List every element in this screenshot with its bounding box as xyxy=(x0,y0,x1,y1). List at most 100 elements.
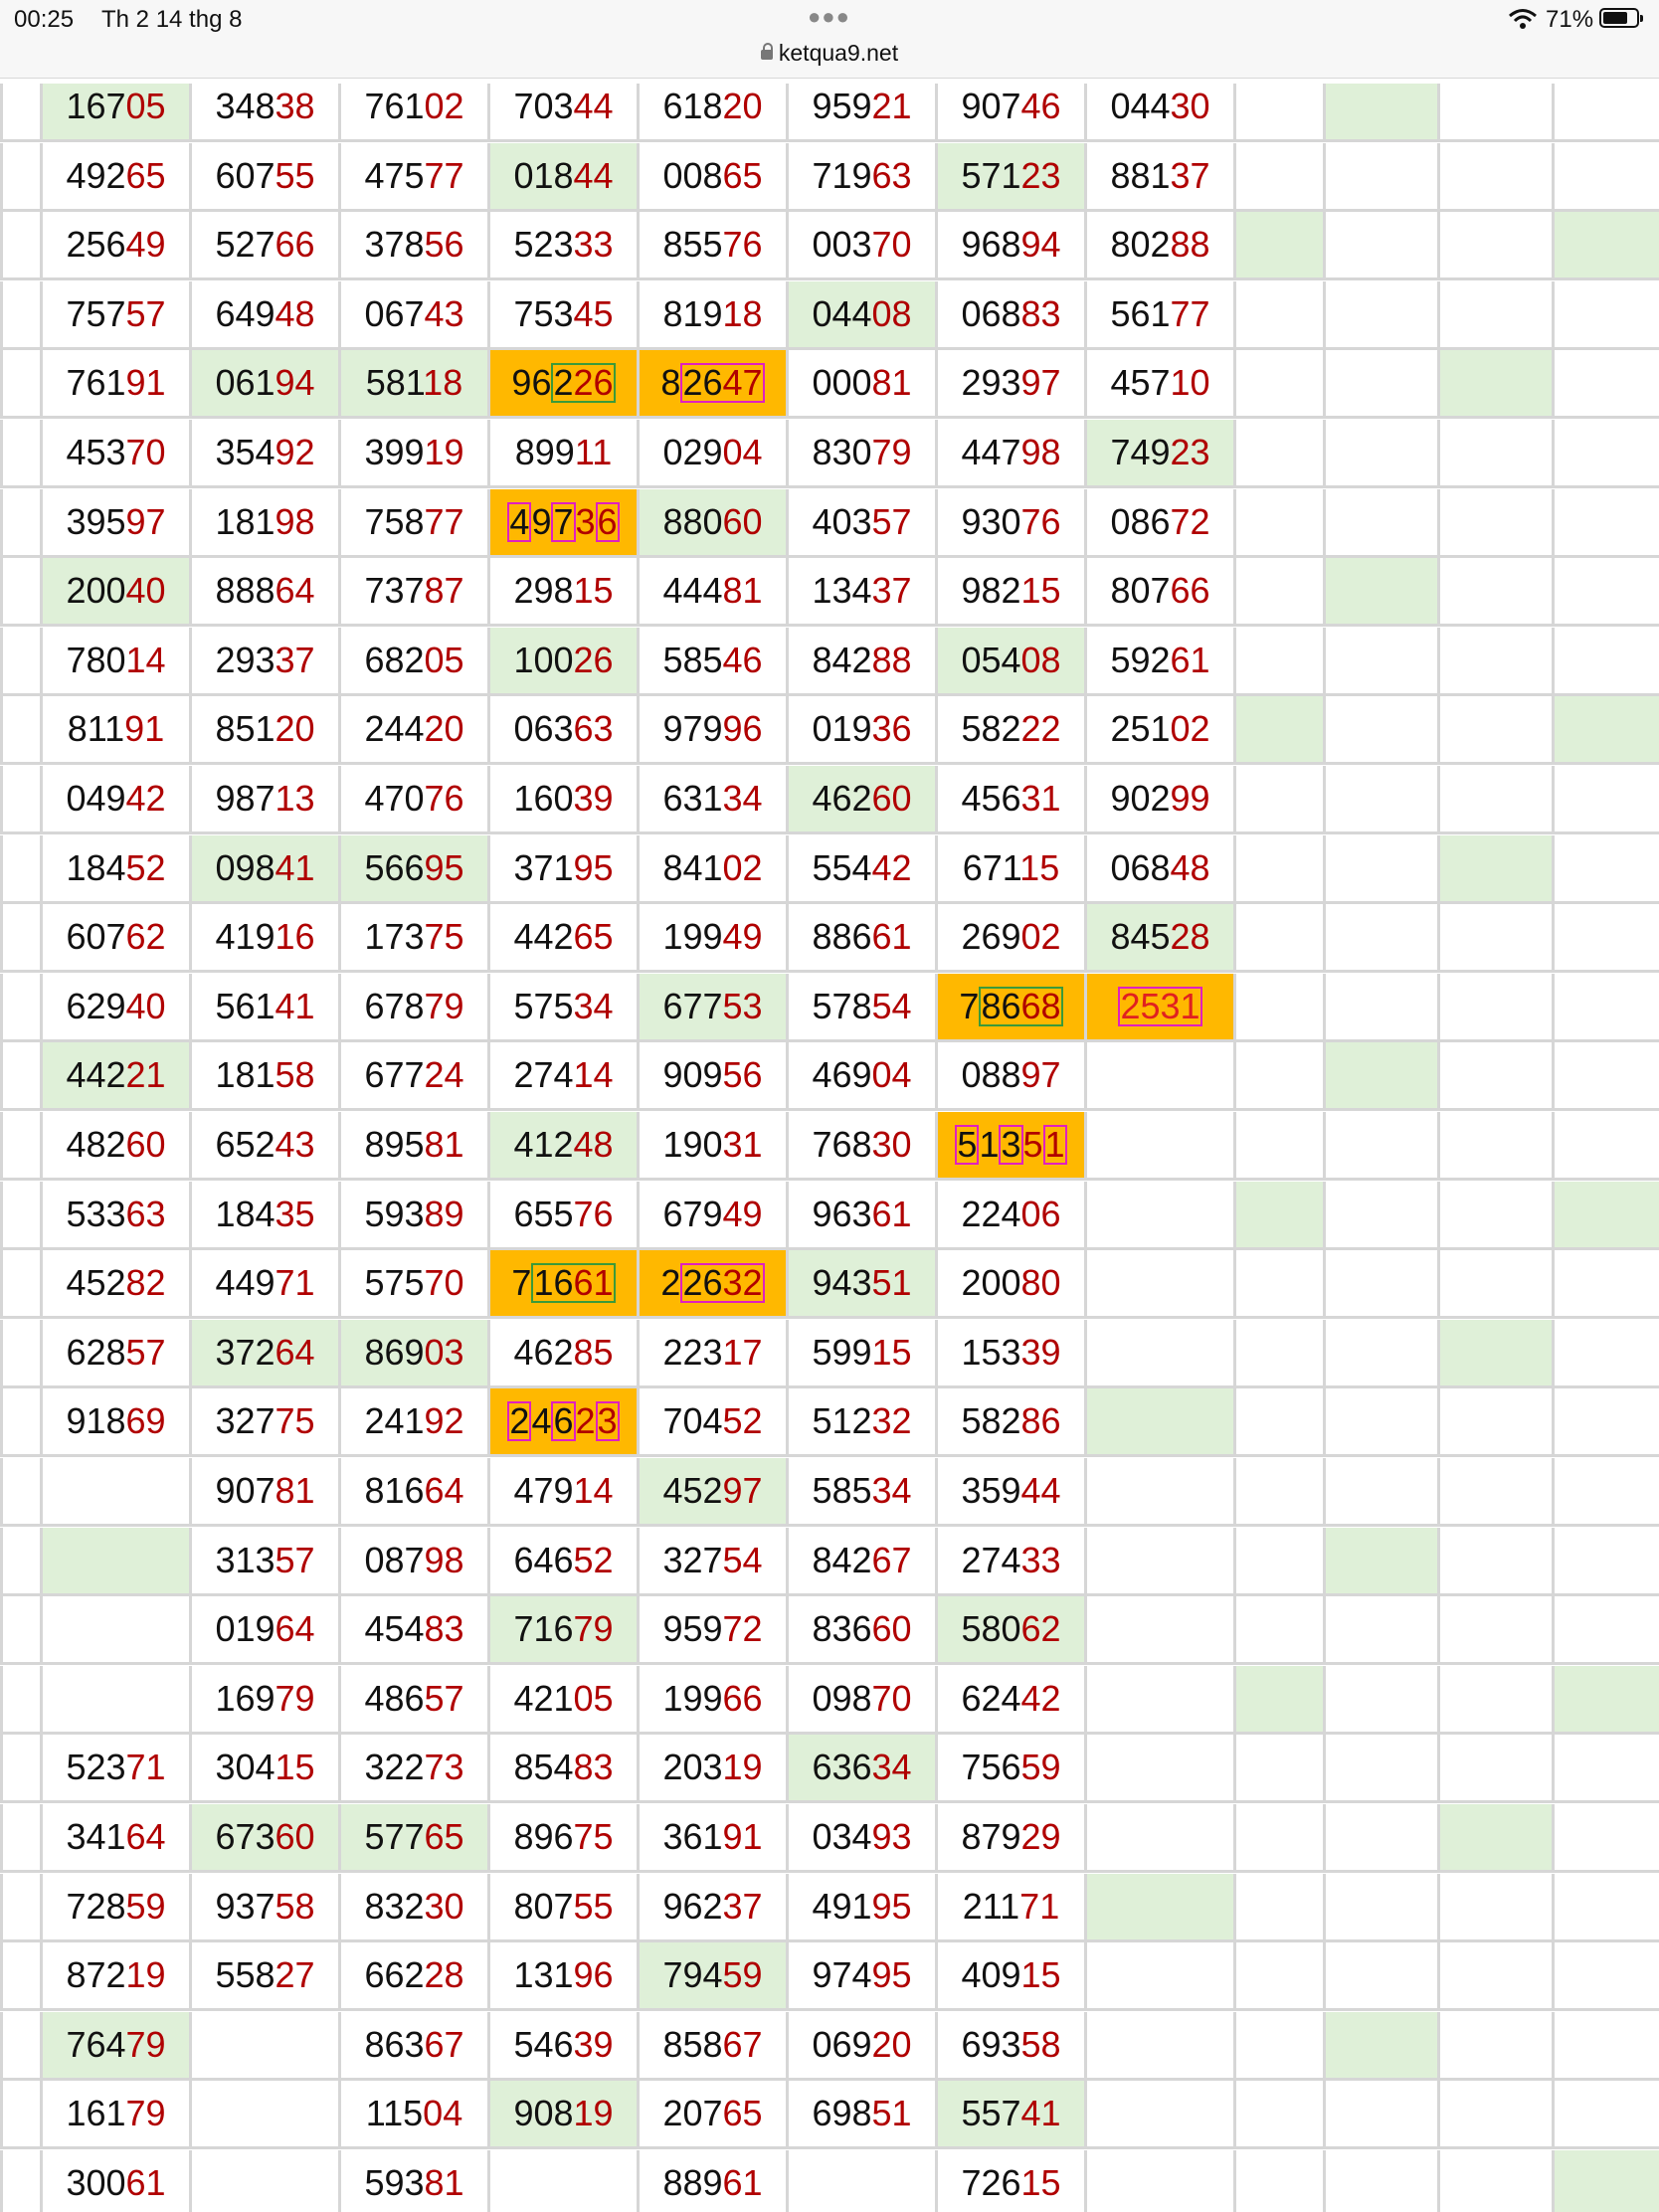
empty-cell xyxy=(1084,1735,1233,1804)
empty-cell xyxy=(1552,420,1659,488)
empty-cell xyxy=(1323,973,1437,1042)
table-row: 81191 85120 24420 06363 97996 01936 58222 25102 xyxy=(0,696,1659,766)
empty-cell xyxy=(0,558,40,628)
address-bar[interactable]: ketqua9.net xyxy=(0,40,1659,67)
empty-cell xyxy=(1437,488,1552,558)
number-cell: 68205 xyxy=(338,627,487,696)
number-cell: 75877 xyxy=(338,488,487,558)
number-cell: 41248 xyxy=(487,1112,637,1181)
empty-cell xyxy=(1552,973,1659,1042)
empty-cell xyxy=(1437,1527,1552,1596)
empty-cell xyxy=(0,1250,40,1320)
number-cell: 21171 xyxy=(935,1873,1084,1942)
empty-cell xyxy=(1323,2150,1437,2212)
number-cell: 00865 xyxy=(637,142,786,212)
number-cell: 54639 xyxy=(487,2011,637,2081)
empty-cell xyxy=(0,2011,40,2081)
number-cell: 81664 xyxy=(338,1458,487,1527)
empty-cell xyxy=(1084,1804,1233,1873)
empty-cell xyxy=(1084,1112,1233,1181)
empty-cell xyxy=(189,2150,338,2212)
number-cell: 06743 xyxy=(338,280,487,350)
number-cell: 93076 xyxy=(935,488,1084,558)
table-row: 31357 08798 64652 32754 84267 27433 xyxy=(0,1527,1659,1597)
number-cell: 36191 xyxy=(637,1804,786,1873)
number-cell: 42105 xyxy=(487,1665,637,1735)
number-cell: 95921 xyxy=(786,84,935,142)
number-cell: 85120 xyxy=(189,696,338,766)
number-cell: 22632 xyxy=(637,1250,786,1320)
number-cell: 57534 xyxy=(487,973,637,1042)
empty-cell xyxy=(1233,973,1323,1042)
more-dots-icon[interactable]: ●●● xyxy=(808,4,850,29)
number-cell: 24420 xyxy=(338,696,487,766)
number-cell: 26902 xyxy=(935,904,1084,974)
number-cell: 58546 xyxy=(637,627,786,696)
number-cell: 20040 xyxy=(40,558,189,628)
wifi-icon xyxy=(1509,9,1537,29)
number-cell: 27414 xyxy=(487,1042,637,1112)
empty-cell xyxy=(189,2011,338,2081)
table-row: 60762 41916 17375 44265 19949 88661 26902 84528 xyxy=(0,904,1659,974)
empty-cell xyxy=(1437,212,1552,281)
number-cell: 19949 xyxy=(637,904,786,974)
number-cell: 75757 xyxy=(40,280,189,350)
number-cell: 98713 xyxy=(189,766,338,834)
battery-icon xyxy=(1599,8,1643,28)
number-cell: 06194 xyxy=(189,350,338,420)
number-cell: 46285 xyxy=(487,1319,637,1388)
table-row: 45282 44971 57570 71661 22632 94351 20080 xyxy=(0,1250,1659,1320)
empty-cell xyxy=(1552,1527,1659,1596)
empty-cell xyxy=(1233,84,1323,142)
empty-cell xyxy=(1084,1942,1233,2012)
number-cell: 58534 xyxy=(786,1458,935,1527)
empty-cell xyxy=(1233,1596,1323,1666)
browser-status-bar: 00:25 Th 2 14 thg 8 ●●● ketqua9.net 71% xyxy=(0,0,1659,79)
number-cell: 67360 xyxy=(189,1804,338,1873)
empty-cell xyxy=(1437,1319,1552,1388)
number-cell: 94351 xyxy=(786,1250,935,1320)
number-cell: 93758 xyxy=(189,1873,338,1942)
number-cell: 18158 xyxy=(189,1042,338,1112)
empty-cell xyxy=(1084,1527,1233,1596)
number-cell: 20765 xyxy=(637,2081,786,2150)
number-cell: 09841 xyxy=(189,834,338,904)
number-cell: 19966 xyxy=(637,1665,786,1735)
number-cell: 49195 xyxy=(786,1873,935,1942)
empty-cell xyxy=(1552,1873,1659,1942)
number-cell: 75345 xyxy=(487,280,637,350)
number-cell: 86903 xyxy=(338,1319,487,1388)
empty-cell xyxy=(1552,627,1659,696)
number-cell: 76830 xyxy=(786,1112,935,1181)
empty-cell xyxy=(0,766,40,834)
empty-cell xyxy=(1552,696,1659,766)
empty-cell xyxy=(0,212,40,281)
empty-cell xyxy=(1552,1042,1659,1112)
number-cell: 22406 xyxy=(935,1181,1084,1250)
number-cell: 00370 xyxy=(786,212,935,281)
empty-cell xyxy=(1323,1804,1437,1873)
number-cell: 32273 xyxy=(338,1735,487,1804)
number-cell: 45282 xyxy=(40,1250,189,1320)
empty-cell xyxy=(0,1112,40,1181)
empty-cell xyxy=(1552,1942,1659,2012)
empty-cell xyxy=(1437,1112,1552,1181)
table-row: 52371 30415 32273 85483 20319 63634 75659 xyxy=(0,1735,1659,1804)
empty-cell xyxy=(1323,280,1437,350)
empty-cell xyxy=(1437,1735,1552,1804)
empty-cell xyxy=(1437,2081,1552,2150)
number-cell: 00081 xyxy=(786,350,935,420)
number-cell: 19031 xyxy=(637,1112,786,1181)
empty-cell xyxy=(1552,834,1659,904)
empty-cell xyxy=(0,280,40,350)
empty-cell xyxy=(1233,2011,1323,2081)
number-cell: 55741 xyxy=(935,2081,1084,2150)
lock-icon xyxy=(760,43,773,60)
number-cell: 29337 xyxy=(189,627,338,696)
table-row: 91869 32775 24192 24623 70452 51232 58286 xyxy=(0,1388,1659,1458)
number-cell: 88864 xyxy=(189,558,338,628)
empty-cell xyxy=(1552,488,1659,558)
empty-cell xyxy=(0,1181,40,1250)
table-row: 48260 65243 89581 41248 19031 76830 51351 xyxy=(0,1112,1659,1182)
number-cell: 18198 xyxy=(189,488,338,558)
